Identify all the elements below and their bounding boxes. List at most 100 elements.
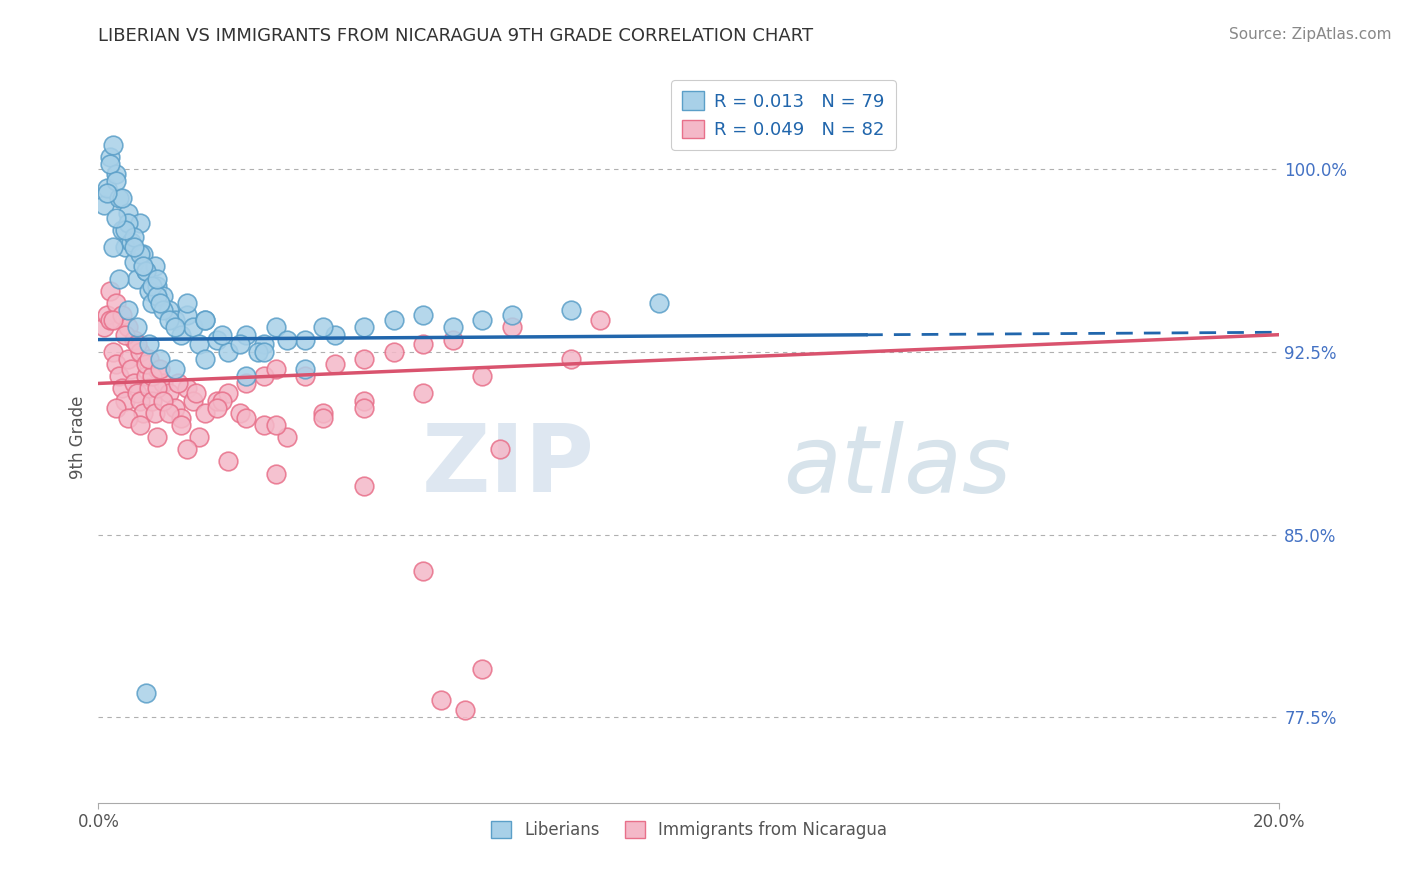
Point — [170, 410, 193, 425]
Point — [103, 313, 125, 327]
Point — [264, 361, 287, 376]
Point — [128, 247, 150, 261]
Point — [194, 313, 217, 327]
Point — [114, 223, 136, 237]
Point — [412, 337, 434, 351]
Point — [441, 333, 464, 347]
Point — [205, 393, 228, 408]
Point — [125, 386, 148, 401]
Point — [105, 211, 128, 225]
Point — [353, 393, 375, 408]
Point — [98, 284, 121, 298]
Point — [205, 333, 228, 347]
Point — [264, 467, 287, 481]
Point — [441, 320, 464, 334]
Point — [132, 247, 155, 261]
Point — [122, 240, 145, 254]
Point — [276, 430, 298, 444]
Point — [117, 303, 139, 318]
Point — [648, 296, 671, 310]
Point — [253, 337, 276, 351]
Point — [138, 284, 160, 298]
Point — [143, 260, 166, 274]
Point — [103, 240, 125, 254]
Point — [122, 230, 145, 244]
Point — [501, 320, 523, 334]
Text: atlas: atlas — [783, 421, 1012, 512]
Point — [141, 279, 163, 293]
Point — [157, 386, 180, 401]
Point — [217, 386, 239, 401]
Point — [187, 430, 209, 444]
Point — [312, 410, 335, 425]
Point — [122, 254, 145, 268]
Point — [412, 564, 434, 578]
Point — [98, 157, 121, 171]
Point — [157, 313, 180, 327]
Point — [157, 303, 180, 318]
Point — [120, 235, 142, 249]
Point — [235, 410, 257, 425]
Point — [117, 320, 139, 334]
Point — [128, 344, 150, 359]
Point — [235, 369, 257, 384]
Point — [105, 296, 128, 310]
Point — [108, 191, 131, 205]
Point — [170, 327, 193, 342]
Point — [294, 361, 316, 376]
Point — [294, 333, 316, 347]
Point — [264, 417, 287, 432]
Point — [152, 393, 174, 408]
Point — [229, 406, 252, 420]
Point — [141, 369, 163, 384]
Point — [187, 337, 209, 351]
Point — [120, 361, 142, 376]
Point — [235, 327, 257, 342]
Point — [117, 215, 139, 229]
Point — [141, 296, 163, 310]
Legend: Liberians, Immigrants from Nicaragua: Liberians, Immigrants from Nicaragua — [484, 814, 894, 846]
Point — [135, 357, 157, 371]
Point — [453, 703, 475, 717]
Point — [128, 215, 150, 229]
Point — [323, 357, 346, 371]
Point — [176, 296, 198, 310]
Point — [501, 308, 523, 322]
Point — [105, 401, 128, 415]
Point — [176, 308, 198, 322]
Point — [103, 344, 125, 359]
Point — [353, 479, 375, 493]
Point — [93, 198, 115, 212]
Point — [430, 693, 453, 707]
Point — [152, 376, 174, 391]
Point — [128, 417, 150, 432]
Point — [167, 376, 190, 391]
Point — [108, 369, 131, 384]
Point — [412, 386, 434, 401]
Point — [194, 352, 217, 367]
Point — [122, 333, 145, 347]
Point — [143, 406, 166, 420]
Point — [98, 313, 121, 327]
Point — [135, 369, 157, 384]
Point — [184, 386, 207, 401]
Point — [253, 344, 276, 359]
Point — [117, 352, 139, 367]
Point — [125, 271, 148, 285]
Point — [253, 369, 276, 384]
Point — [471, 313, 494, 327]
Point — [138, 337, 160, 351]
Text: LIBERIAN VS IMMIGRANTS FROM NICARAGUA 9TH GRADE CORRELATION CHART: LIBERIAN VS IMMIGRANTS FROM NICARAGUA 9T… — [98, 27, 814, 45]
Point — [194, 406, 217, 420]
Point — [114, 327, 136, 342]
Point — [128, 393, 150, 408]
Point — [560, 352, 582, 367]
Point — [152, 303, 174, 318]
Point — [152, 288, 174, 302]
Point — [149, 296, 172, 310]
Point — [276, 333, 298, 347]
Point — [323, 327, 346, 342]
Point — [105, 174, 128, 188]
Point — [312, 406, 335, 420]
Point — [146, 271, 169, 285]
